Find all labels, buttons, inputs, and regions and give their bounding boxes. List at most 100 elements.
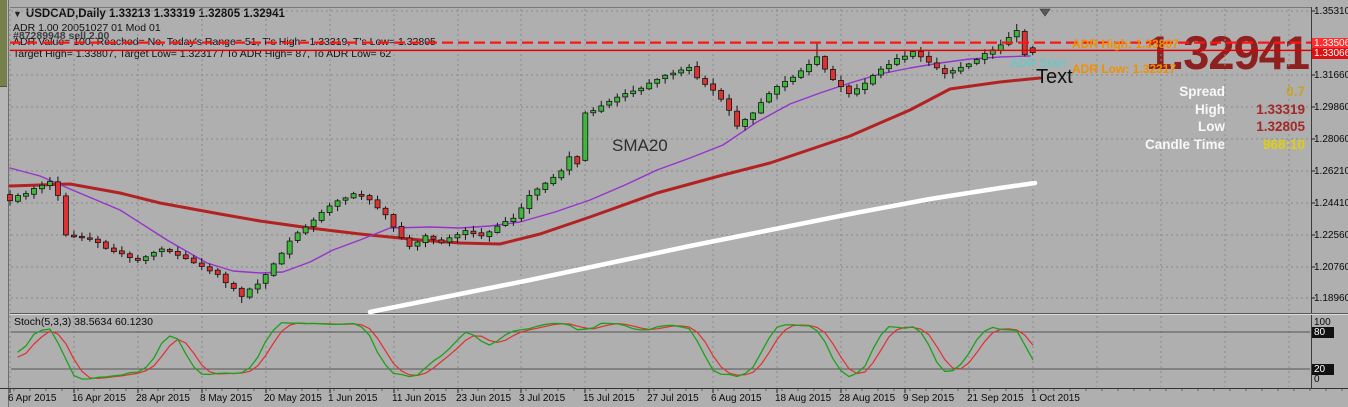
candle[interactable]	[278, 252, 285, 265]
candle[interactable]	[534, 188, 541, 196]
candle[interactable]	[854, 88, 860, 95]
candle[interactable]	[134, 257, 141, 261]
candle[interactable]	[47, 181, 53, 186]
candle[interactable]	[462, 230, 469, 236]
candle[interactable]	[798, 70, 804, 78]
candle[interactable]	[782, 80, 788, 88]
candle[interactable]	[230, 282, 237, 289]
candle[interactable]	[822, 56, 828, 70]
candle[interactable]	[630, 90, 637, 95]
candle[interactable]	[182, 254, 189, 260]
candle[interactable]	[886, 64, 892, 70]
candle[interactable]	[79, 235, 85, 239]
candle[interactable]	[862, 82, 868, 90]
candle[interactable]	[254, 283, 261, 290]
candle[interactable]	[830, 68, 836, 81]
candle[interactable]	[94, 238, 101, 244]
candle[interactable]	[542, 182, 549, 190]
candle[interactable]	[646, 82, 653, 90]
candle[interactable]	[1005, 37, 1012, 45]
candle[interactable]	[222, 273, 229, 284]
candle[interactable]	[446, 237, 453, 243]
candle[interactable]	[654, 78, 661, 84]
candle[interactable]	[350, 193, 357, 199]
candle[interactable]	[790, 76, 796, 82]
candle[interactable]	[55, 181, 61, 196]
candle[interactable]	[758, 102, 764, 114]
candle[interactable]	[846, 85, 852, 95]
candle[interactable]	[31, 188, 37, 195]
candle[interactable]	[502, 221, 509, 226]
candle[interactable]	[382, 207, 389, 216]
candle[interactable]	[438, 239, 445, 244]
candle[interactable]	[574, 156, 581, 165]
candle[interactable]	[262, 274, 269, 284]
candle[interactable]	[342, 197, 349, 201]
candle[interactable]	[742, 119, 748, 127]
candle[interactable]	[142, 256, 149, 261]
candle[interactable]	[63, 195, 69, 236]
candle[interactable]	[510, 217, 517, 222]
candle[interactable]	[206, 266, 213, 272]
candle[interactable]	[678, 69, 685, 74]
candle[interactable]	[550, 176, 557, 185]
candle[interactable]	[981, 53, 988, 60]
candle[interactable]	[518, 207, 525, 219]
candle[interactable]	[23, 193, 29, 197]
candle[interactable]	[238, 287, 245, 297]
candle[interactable]	[702, 78, 709, 85]
candle[interactable]	[358, 193, 365, 197]
candle[interactable]	[1013, 30, 1020, 38]
candle[interactable]	[214, 269, 221, 275]
candle[interactable]	[430, 235, 437, 240]
candle[interactable]	[582, 112, 589, 161]
candle[interactable]	[750, 112, 756, 120]
candle[interactable]	[422, 235, 429, 244]
candle[interactable]	[526, 195, 533, 209]
candle[interactable]	[15, 195, 21, 202]
candle[interactable]	[366, 195, 373, 201]
candle[interactable]	[470, 230, 477, 235]
candle[interactable]	[102, 241, 109, 249]
candle[interactable]	[774, 86, 780, 95]
candle[interactable]	[878, 68, 884, 76]
candle[interactable]	[126, 253, 133, 259]
candle[interactable]	[558, 170, 565, 179]
candle[interactable]	[310, 219, 317, 227]
candle[interactable]	[87, 237, 93, 240]
candle[interactable]	[710, 83, 717, 91]
candle[interactable]	[766, 93, 772, 103]
candle[interactable]	[870, 75, 876, 85]
candle[interactable]	[686, 66, 693, 71]
candle[interactable]	[622, 93, 629, 98]
candle[interactable]	[925, 55, 932, 63]
candle[interactable]	[718, 90, 725, 100]
candle[interactable]	[294, 232, 301, 241]
candle[interactable]	[270, 263, 277, 276]
candle[interactable]	[166, 249, 173, 252]
candle[interactable]	[318, 211, 325, 221]
candle[interactable]	[614, 96, 621, 103]
candle[interactable]	[286, 240, 293, 255]
candle[interactable]	[590, 110, 597, 114]
candle[interactable]	[150, 252, 157, 257]
candle[interactable]	[598, 105, 605, 112]
candle[interactable]	[965, 63, 972, 68]
candle[interactable]	[302, 226, 309, 234]
candle[interactable]	[414, 241, 421, 247]
candle[interactable]	[374, 199, 381, 209]
candle[interactable]	[39, 184, 45, 190]
candle[interactable]	[933, 62, 940, 69]
candle[interactable]	[694, 66, 701, 79]
candle[interactable]	[909, 51, 916, 57]
candle[interactable]	[406, 237, 413, 247]
candle[interactable]	[901, 55, 908, 60]
candle[interactable]	[806, 64, 812, 73]
candle[interactable]	[390, 214, 397, 228]
candle[interactable]	[949, 70, 956, 74]
candle[interactable]	[326, 205, 333, 213]
candle[interactable]	[670, 72, 677, 76]
candle[interactable]	[814, 56, 820, 65]
candle[interactable]	[198, 262, 205, 267]
